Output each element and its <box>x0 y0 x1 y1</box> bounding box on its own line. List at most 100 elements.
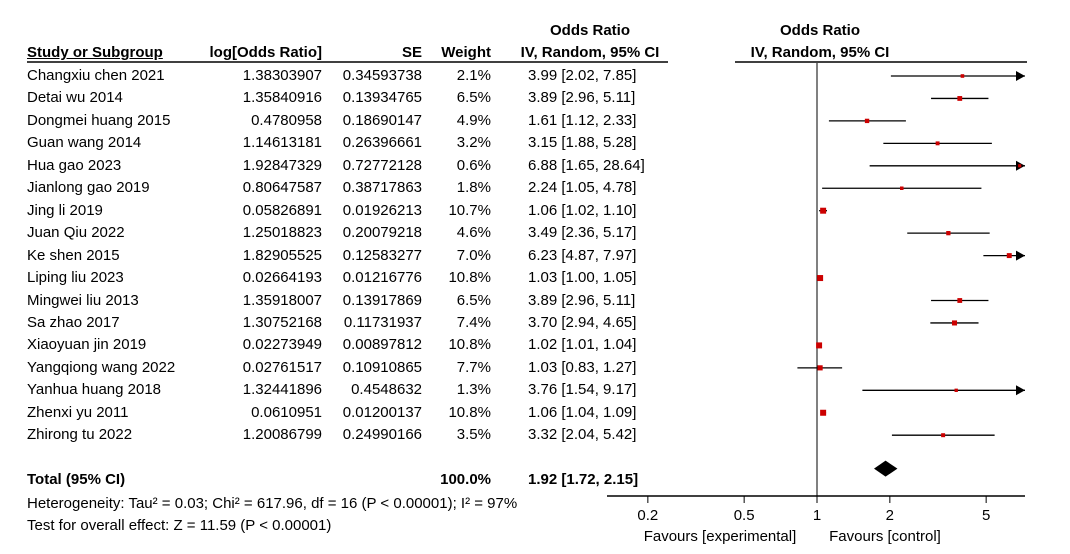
point-estimate <box>1018 164 1022 168</box>
study-weight: 0.6% <box>456 156 491 174</box>
study-se: 0.38717863 <box>342 179 422 197</box>
study-weight: 10.8% <box>448 336 491 354</box>
header-plot-group: Odds Ratio <box>779 22 860 39</box>
study-log-or: 1.82905525 <box>242 246 322 264</box>
study-weight: 2.1% <box>456 67 491 84</box>
study-name: Yangqiong wang 2022 <box>27 358 176 376</box>
header-ci: IV, Random, 95% CI <box>520 44 660 61</box>
point-estimate <box>935 141 940 146</box>
study-se: 0.10910865 <box>342 358 422 376</box>
point-estimate <box>954 388 958 392</box>
study-ci: 2.24 [1.05, 4.78] <box>528 179 637 197</box>
study-name: Changxiu chen 2021 <box>27 67 165 84</box>
study-ci: 1.61 [1.12, 2.33] <box>528 111 637 129</box>
study-log-or: 1.92847329 <box>242 156 322 174</box>
study-ci: 3.32 [2.04, 5.42] <box>528 426 637 444</box>
study-ci: 1.03 [0.83, 1.27] <box>528 358 637 376</box>
study-se: 0.01926213 <box>342 201 422 219</box>
point-estimate <box>960 74 965 78</box>
ci-arrow <box>1016 71 1025 81</box>
point-estimate <box>957 96 963 101</box>
study-ci: 3.70 [2.94, 4.65] <box>528 313 637 331</box>
ci-arrow <box>1016 385 1025 396</box>
study-name: Jianlong gao 2019 <box>27 179 150 197</box>
study-se: 0.20079218 <box>342 224 422 242</box>
x-tick-label: 0.2 <box>637 507 658 524</box>
x-tick-label: 2 <box>886 507 894 524</box>
header-log-or: log[Odds Ratio] <box>209 44 323 61</box>
study-ci: 6.88 [1.65, 28.64] <box>528 156 645 174</box>
study-weight: 4.6% <box>456 224 491 242</box>
study-name: Mingwei liu 2013 <box>27 291 139 309</box>
study-weight: 7.0% <box>456 246 491 264</box>
study-se: 0.13934765 <box>342 89 422 107</box>
total-weight: 100.0% <box>440 471 491 488</box>
study-se: 0.13917869 <box>342 291 422 309</box>
study-name: Detai wu 2014 <box>27 89 123 107</box>
study-name: Hua gao 2023 <box>27 156 122 174</box>
study-name: Yanhua huang 2018 <box>27 381 162 399</box>
study-weight: 10.7% <box>448 201 491 219</box>
study-weight: 3.5% <box>456 426 491 444</box>
point-estimate <box>946 231 951 236</box>
study-ci: 1.02 [1.01, 1.04] <box>528 336 637 354</box>
x-tick-label: 0.5 <box>734 507 755 524</box>
study-name: Ke shen 2015 <box>27 246 120 264</box>
study-log-or: 0.80647587 <box>242 179 322 197</box>
study-log-or: 0.02664193 <box>242 269 322 287</box>
point-estimate <box>820 207 827 214</box>
study-name: Dongmei huang 2015 <box>27 111 171 129</box>
point-estimate <box>817 275 824 282</box>
study-ci: 3.49 [2.36, 5.17] <box>528 224 637 242</box>
study-log-or: 1.20086799 <box>242 426 322 444</box>
study-se: 0.4548632 <box>351 381 422 399</box>
study-ci: 3.89 [2.96, 5.11] <box>528 89 636 107</box>
study-log-or: 0.02761517 <box>242 358 322 376</box>
header-effect-group: Odds Ratio <box>549 22 630 39</box>
study-name: Zhenxi yu 2011 <box>27 403 129 421</box>
point-estimate <box>957 298 963 303</box>
point-estimate <box>900 186 904 190</box>
study-ci: 3.76 [1.54, 9.17] <box>528 381 637 399</box>
study-log-or: 1.14613181 <box>242 134 322 152</box>
header-weight: Weight <box>441 44 491 61</box>
point-estimate <box>820 409 827 416</box>
study-weight: 3.2% <box>456 134 491 152</box>
ci-arrow <box>1016 250 1025 261</box>
study-ci: 1.06 [1.02, 1.10] <box>528 201 637 219</box>
study-log-or: 1.35918007 <box>242 291 322 309</box>
study-weight: 1.8% <box>456 179 491 197</box>
study-log-or: 1.30752168 <box>242 313 322 331</box>
favours-right-label: Favours [control] <box>829 528 941 545</box>
study-se: 0.01216776 <box>342 269 422 287</box>
study-log-or: 0.4780958 <box>251 111 322 129</box>
study-ci: 3.15 [1.88, 5.28] <box>528 134 637 152</box>
study-name: Guan wang 2014 <box>27 134 142 152</box>
study-log-or: 1.25018823 <box>242 224 322 242</box>
x-tick-label: 5 <box>982 507 990 524</box>
favours-left-label: Favours [experimental] <box>644 528 797 545</box>
header-se: SE <box>401 44 422 61</box>
study-ci: 3.89 [2.96, 5.11] <box>528 291 636 309</box>
study-se: 0.34593738 <box>342 67 422 84</box>
study-name: Juan Qiu 2022 <box>27 224 125 242</box>
study-log-or: 1.32441896 <box>242 381 322 399</box>
total-label: Total (95% CI) <box>27 471 126 488</box>
overall-effect-text: Test for overall effect: Z = 11.59 (P < … <box>27 517 332 534</box>
study-ci: 1.06 [1.04, 1.09] <box>528 403 637 421</box>
study-log-or: 0.02273949 <box>242 336 322 354</box>
pooled-diamond <box>873 460 898 477</box>
total-ci: 1.92 [1.72, 2.15] <box>528 471 639 488</box>
study-ci: 1.03 [1.00, 1.05] <box>528 269 637 287</box>
study-name: Xiaoyuan jin 2019 <box>27 336 147 354</box>
point-estimate <box>941 433 946 438</box>
point-estimate <box>817 365 823 371</box>
study-name: Liping liu 2023 <box>27 269 124 287</box>
study-ci: 3.99 [2.02, 7.85] <box>528 67 637 84</box>
header-study: Study or Subgroup <box>27 44 163 61</box>
study-se: 0.12583277 <box>342 246 422 264</box>
study-name: Zhirong tu 2022 <box>27 426 133 444</box>
study-weight: 6.5% <box>456 89 491 107</box>
study-log-or: 1.35840916 <box>242 89 322 107</box>
point-estimate <box>816 342 823 349</box>
